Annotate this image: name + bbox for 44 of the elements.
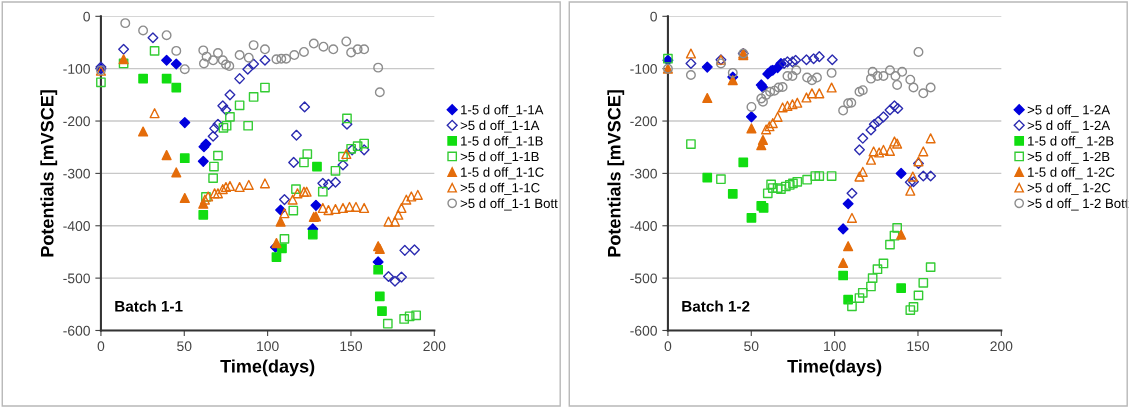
legend-label: 1-5 d off_ 1-2B (1028, 135, 1114, 149)
legend-label: >5 d off_ 1-2 Bott (1027, 198, 1129, 211)
y-tick-label: 0 (83, 11, 90, 22)
y-tick-label: -400 (630, 221, 657, 231)
y-tick-label: -600 (630, 325, 657, 336)
legend-label: 1-5 d off_ 1-2C (1028, 167, 1115, 180)
y-tick-label: -200 (630, 116, 657, 127)
x-tick-label: 200 (423, 341, 446, 352)
y-tick-label: -100 (63, 64, 90, 74)
x-tick-label: 100 (257, 341, 279, 352)
annotation: Batch 1-1 (115, 300, 183, 312)
legend-label: >5 d off_ 1-2C (1027, 182, 1111, 195)
legend-label: 1-5 d off_1-1A (461, 104, 544, 117)
y-tick-label: -400 (63, 221, 90, 231)
y-tick-label: -200 (63, 116, 90, 127)
y-tick-label: -100 (630, 64, 657, 74)
annotation: Batch 1-2 (682, 300, 750, 312)
x-tick-label: 0 (97, 341, 105, 352)
x-tick-label: 50 (177, 341, 192, 352)
legend-label: >5 d off_1-1 Bott (460, 198, 558, 211)
x-tick-label: 150 (340, 341, 363, 352)
y-tick-label: -500 (63, 273, 90, 284)
legend-label: 1-5 d off_1-1B (461, 135, 543, 149)
y-tick-label: 0 (650, 11, 657, 22)
legend-label: 1-5 d off_1-1C (461, 167, 544, 180)
y-tick-label: -600 (63, 325, 90, 336)
legend-label: >5 d off_ 1-2A (1027, 104, 1111, 117)
y-tick-label: -500 (630, 273, 657, 284)
x-tick-label: 100 (824, 341, 846, 352)
x-tick-label: 200 (990, 341, 1013, 352)
x-axis-title: Time(days) (220, 359, 315, 377)
x-tick-label: 0 (664, 341, 672, 352)
x-axis-title: Time(days) (787, 359, 882, 377)
y-tick-label: -300 (63, 168, 90, 179)
x-tick-label: 150 (907, 341, 930, 352)
x-tick-label: 50 (744, 341, 759, 352)
y-axis-title: Potentials [mVSCE] (40, 90, 58, 257)
legend-label: >5 d off_ 1-2B (1027, 151, 1110, 164)
legend-label: >5 d off_1-1B (460, 151, 539, 164)
legend-label: >5 d off_1-1C (460, 182, 540, 195)
legend-label: >5 d off_ 1-2A (1027, 120, 1111, 133)
y-tick-label: -300 (630, 168, 657, 179)
y-axis-title: Potentials [mVSCE] (607, 90, 625, 257)
legend-label: >5 d off_1-1A (460, 120, 540, 133)
